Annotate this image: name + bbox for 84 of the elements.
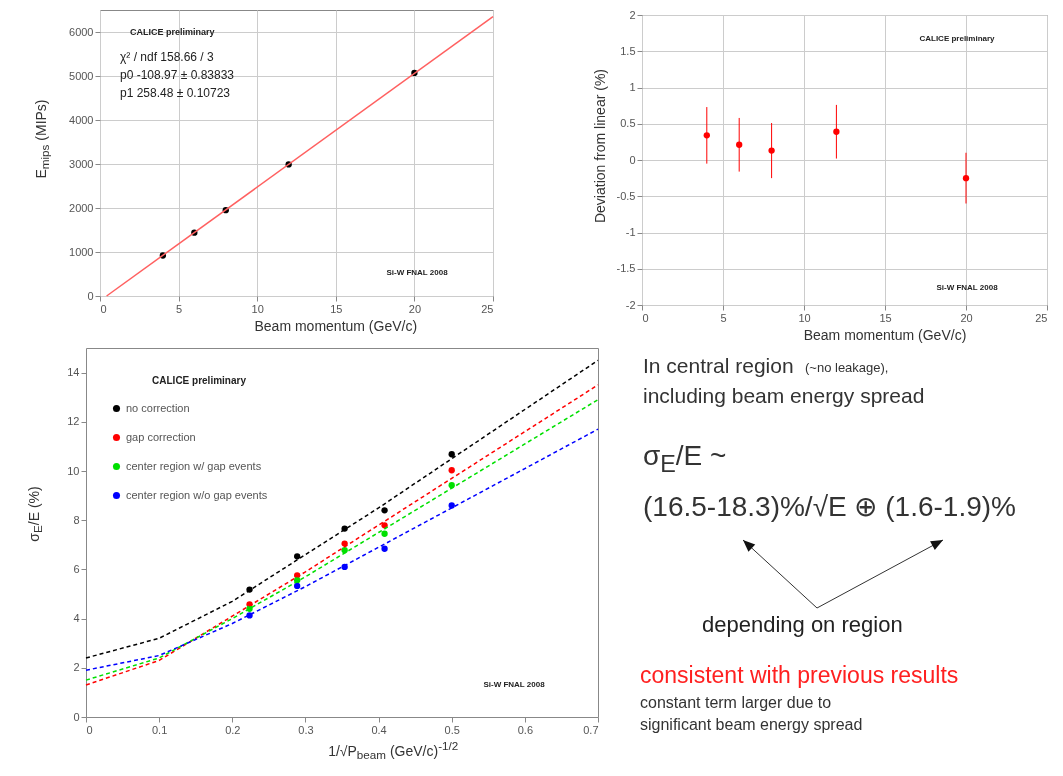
y-tick-label: 1000 xyxy=(69,245,94,258)
point xyxy=(381,530,388,537)
y-tick-label: 2 xyxy=(73,661,80,674)
point xyxy=(381,545,388,552)
x-tick-label: 0.5 xyxy=(444,723,460,736)
x-tick-label: 20 xyxy=(960,311,973,324)
point xyxy=(341,563,348,571)
annotation: χ² / ndf 158.66 / 3 xyxy=(120,50,215,64)
x-tick-label: 20 xyxy=(408,302,422,315)
y-axis-title: Deviation from linear (%) xyxy=(592,68,608,223)
point xyxy=(448,467,455,474)
point xyxy=(294,582,301,590)
legend-label: center region w/ gap events xyxy=(126,459,262,472)
y-tick-label: 6 xyxy=(73,562,80,575)
x-axis-title: Beam momentum (GeV/c) xyxy=(254,318,418,334)
y-tick-label: -1.5 xyxy=(616,262,636,275)
x-tick-label: 0.6 xyxy=(517,723,534,736)
y-tick-label: 5000 xyxy=(69,69,94,82)
legend-label: no correction xyxy=(126,401,190,414)
point xyxy=(341,547,348,554)
line-series xyxy=(85,359,599,659)
text: depending on region xyxy=(702,612,903,638)
y-tick-label: 2 xyxy=(629,8,636,21)
y-tick-label: 4000 xyxy=(69,113,94,126)
x-tick-label: 5 xyxy=(176,302,183,315)
y-tick-label: 8 xyxy=(73,513,80,526)
point xyxy=(448,482,455,489)
y-tick-label: 3000 xyxy=(69,157,94,170)
point xyxy=(381,507,388,514)
y-tick-label: -1 xyxy=(625,226,636,238)
text: (~no leakage), xyxy=(805,360,889,375)
point xyxy=(448,502,455,509)
x-axis-title: Beam momentum (GeV/c) xyxy=(803,327,967,343)
annotation: CALICE preliminary xyxy=(919,34,996,43)
y-tick-label: -0.5 xyxy=(616,189,636,202)
annotation: Si-W FNAL 2008 xyxy=(386,268,449,277)
text: constant term larger due to xyxy=(640,694,832,712)
x-tick-label: 0 xyxy=(642,311,649,324)
annotation: CALICE preliminary xyxy=(130,27,215,37)
x-tick-label: 15 xyxy=(879,311,892,324)
y-tick-label: 0 xyxy=(73,710,80,723)
point xyxy=(294,577,301,584)
annotation: p1 258.48 ± 0.10723 xyxy=(120,86,231,100)
text: including beam energy spread xyxy=(643,384,925,408)
y-tick-label: 6000 xyxy=(69,25,94,38)
point xyxy=(294,553,301,560)
y-tick-label: 0 xyxy=(87,289,94,302)
x-tick-label: 0 xyxy=(100,302,107,315)
annotation: CALICE preliminary xyxy=(152,375,247,386)
point xyxy=(341,540,348,547)
text: σ$_{E}$/E ~ xyxy=(643,440,727,478)
x-tick-label: 15 xyxy=(330,302,343,315)
y-tick-label: 2000 xyxy=(69,201,94,214)
y-tick-label: 0 xyxy=(629,153,636,166)
legend-label: center region w/o gap events xyxy=(126,488,268,501)
point xyxy=(246,612,253,619)
text: (16.5-18.3)%/√E ⊕ (1.6-1.9)% xyxy=(643,490,1016,523)
x-tick-label: 25 xyxy=(1035,311,1048,324)
x-tick-label: 0.1 xyxy=(151,723,168,736)
annotation: Si-W FNAL 2008 xyxy=(936,283,999,292)
x-tick-label: 25 xyxy=(481,302,494,315)
x-tick-label: 0.4 xyxy=(371,723,387,736)
x-tick-label: 5 xyxy=(720,311,727,324)
legend-label: gap correction xyxy=(126,430,196,443)
y-tick-label: 12 xyxy=(67,415,80,428)
point xyxy=(448,451,455,458)
text: In central region xyxy=(643,354,794,378)
y-tick-label: 1.5 xyxy=(620,44,636,57)
x-tick-label: 0.3 xyxy=(298,723,314,736)
annotation: Si-W FNAL 2008 xyxy=(483,680,546,689)
y-tick-label: -2 xyxy=(625,298,636,311)
text: consistent with previous results xyxy=(640,662,959,689)
x-tick-label: 10 xyxy=(798,311,811,324)
text: significant beam energy spread xyxy=(640,716,863,734)
x-tick-label: 0.2 xyxy=(225,723,241,736)
x-tick-label: 0.7 xyxy=(583,723,599,736)
y-tick-label: 0.5 xyxy=(620,117,636,130)
annotation: p0 -108.97 ± 0.83833 xyxy=(120,68,235,82)
x-axis-title: 1/√P$_{beam}$ (GeV/c)$^{-1/2}$ xyxy=(328,739,459,762)
x-tick-label: 10 xyxy=(251,302,264,315)
y-tick-label: 1 xyxy=(629,81,636,93)
y-tick-label: 14 xyxy=(67,366,80,379)
y-tick-label: 10 xyxy=(67,464,80,477)
y-tick-label: 4 xyxy=(73,612,80,625)
